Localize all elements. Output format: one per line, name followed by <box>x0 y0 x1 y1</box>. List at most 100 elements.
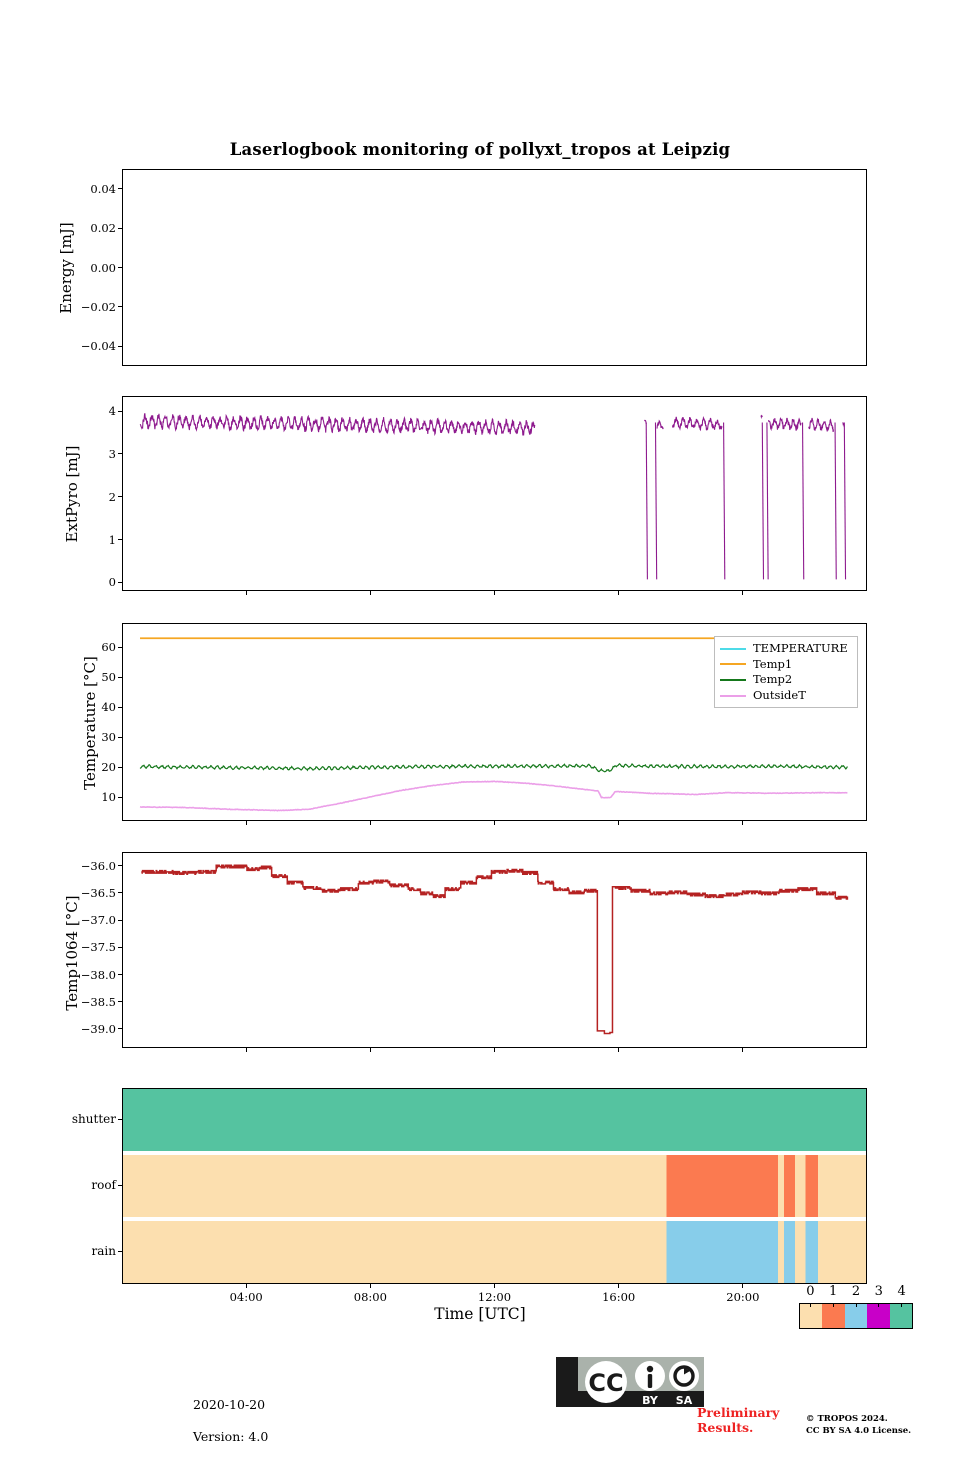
colorbar-swatch-4[interactable] <box>889 1304 913 1328</box>
colorbar-tick-mark <box>878 1303 880 1307</box>
legend-swatch-temp1 <box>720 663 746 666</box>
svg-text:BY: BY <box>642 1394 659 1407</box>
ytick-label-temperature: 10 <box>101 790 116 804</box>
ytick-mark <box>118 410 122 412</box>
status-cell-rain[interactable] <box>123 1221 667 1283</box>
status-cell-roof[interactable] <box>783 1155 795 1217</box>
xtick-mark <box>618 821 620 825</box>
ytick-label-energy: 0.00 <box>90 260 116 275</box>
legend-item-outsidet[interactable]: OutsideT <box>720 688 850 704</box>
ytick-mark <box>118 646 122 648</box>
xtick-mark <box>369 1048 371 1052</box>
xtick-label: 04:00 <box>229 1290 263 1304</box>
ytick-label-temperature: 20 <box>101 760 116 774</box>
colorbar-swatch-2[interactable] <box>844 1304 868 1328</box>
xtick-mark <box>369 1284 371 1288</box>
legend-label: OutsideT <box>753 687 806 702</box>
copyright-note: © TROPOS 2024. CC BY SA 4.0 License. <box>806 1414 912 1436</box>
status-cell-roof[interactable] <box>777 1155 784 1217</box>
status-row-tick <box>118 1184 122 1186</box>
xtick-mark <box>494 1048 495 1052</box>
extpyro-dropout <box>801 422 805 580</box>
ytick-mark <box>118 676 122 678</box>
extpyro-trace-segment <box>808 417 835 432</box>
extpyro-dropout <box>645 422 648 580</box>
ytick-mark <box>118 1028 122 1030</box>
ytick-mark <box>118 188 122 190</box>
extpyro-dropout <box>761 422 765 580</box>
xtick-label: 16:00 <box>602 1290 636 1304</box>
status-cell-roof[interactable] <box>794 1155 806 1217</box>
legend-label: Temp1 <box>753 656 793 671</box>
ytick-mark <box>118 539 122 541</box>
ytick-label-temp1064: −39.0 <box>80 1021 116 1036</box>
legend-item-temp1[interactable]: Temp1 <box>720 657 850 673</box>
legend-temperature[interactable]: TEMPERATURE Temp1 Temp2 OutsideT <box>714 636 858 709</box>
legend-item-temp2[interactable]: Temp2 <box>720 672 850 688</box>
ytick-mark <box>118 919 122 921</box>
ytick-mark <box>118 706 122 708</box>
xtick-mark <box>494 1284 495 1288</box>
status-cell-roof[interactable] <box>818 1155 866 1217</box>
colorbar-tick-mark <box>855 1303 857 1307</box>
status-cell-rain[interactable] <box>805 1221 819 1283</box>
axes-temp1064 <box>122 852 867 1048</box>
xtick-mark <box>742 821 744 825</box>
ytick-label-temp1064: −37.5 <box>80 940 116 955</box>
status-cell-roof[interactable] <box>666 1155 778 1217</box>
status-cell-rain[interactable] <box>777 1221 784 1283</box>
legend-swatch-temp2 <box>720 678 746 681</box>
extpyro-trace-segment <box>656 419 664 430</box>
ytick-mark <box>118 581 122 583</box>
axes-status <box>122 1088 867 1284</box>
status-row-tick <box>118 1118 122 1120</box>
status-cell-rain[interactable] <box>783 1221 795 1283</box>
xtick-mark <box>369 591 371 595</box>
ytick-label-temperature: 50 <box>101 670 116 684</box>
xtick-mark <box>245 1048 247 1052</box>
ytick-mark <box>118 496 122 498</box>
extpyro-trace-segment <box>644 419 647 425</box>
ytick-label-temperature: 60 <box>101 640 116 654</box>
ytick-mark <box>118 892 122 894</box>
status-cell-roof[interactable] <box>123 1155 667 1217</box>
ytick-mark <box>118 227 122 229</box>
axes-energy <box>122 169 867 366</box>
status-cell-roof[interactable] <box>805 1155 819 1217</box>
ytick-mark <box>118 946 122 948</box>
ytick-mark <box>118 865 122 867</box>
status-cell-rain[interactable] <box>818 1221 866 1283</box>
ytick-label-temp1064: −38.5 <box>80 994 116 1009</box>
xtick-mark <box>742 1284 744 1288</box>
colorbar-swatch-1[interactable] <box>822 1304 845 1328</box>
ytick-label-temperature: 40 <box>101 700 116 714</box>
legend-item-temperature[interactable]: TEMPERATURE <box>720 641 850 657</box>
xtick-mark <box>618 1048 620 1052</box>
axes-extpyro <box>122 396 867 591</box>
extpyro-dropout <box>766 422 769 580</box>
ytick-label-temperature: 30 <box>101 730 116 744</box>
legend-label: Temp2 <box>753 672 793 687</box>
status-row-label-roof: roof <box>91 1178 116 1192</box>
xtick-label: 20:00 <box>726 1290 760 1304</box>
extpyro-trace-segment <box>671 415 723 432</box>
status-cell-rain[interactable] <box>666 1221 778 1283</box>
ytick-mark <box>118 267 122 268</box>
status-cell-rain[interactable] <box>794 1221 806 1283</box>
legend-label: TEMPERATURE <box>753 641 848 655</box>
axis-label-time: Time [UTC] <box>434 1305 526 1323</box>
status-cell-shutter[interactable] <box>123 1089 866 1151</box>
status-row-label-shutter: shutter <box>71 1112 116 1126</box>
xtick-mark <box>742 591 744 595</box>
colorbar-swatch-3[interactable] <box>867 1304 890 1328</box>
cc-by-sa-badge-icon: CC BY SA <box>556 1357 704 1407</box>
footer-date: 2020-10-20 Version: 4.0 <box>193 1381 268 1461</box>
colorbar-tick-label: 4 <box>897 1284 906 1299</box>
ytick-mark <box>118 306 122 308</box>
extpyro-dropout <box>843 422 847 580</box>
colorbar-swatch-0[interactable] <box>800 1304 823 1328</box>
